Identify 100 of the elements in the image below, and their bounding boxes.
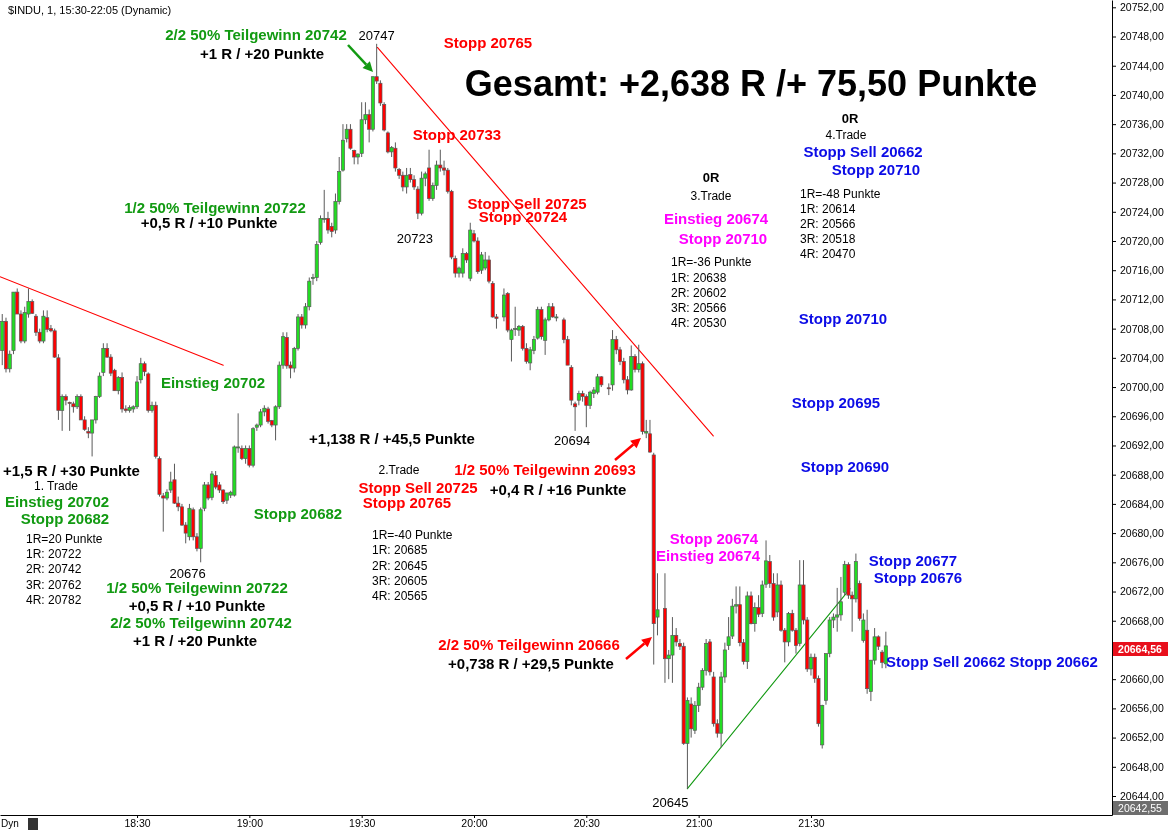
annotation: Stopp Sell 20662 xyxy=(803,142,923,160)
annotation: 1/2 50% Teilgewinn 20722 xyxy=(106,578,288,596)
candlestick xyxy=(584,393,589,428)
annotation: 2R: 20602 xyxy=(671,286,727,300)
y-tick-label: 20656,00 xyxy=(1120,702,1164,715)
annotation: 20645 xyxy=(652,794,689,810)
annotation: Stopp 20690 xyxy=(800,457,890,475)
y-tick-label: 20692,00 xyxy=(1120,439,1164,452)
annotation: 1/2 50% Teilgewinn 20693 xyxy=(454,460,636,478)
annotation: 0R xyxy=(702,169,720,185)
y-tick-label: 20708,00 xyxy=(1120,322,1164,335)
annotation: 3R: 20518 xyxy=(800,232,856,246)
annotation: Stopp Sell 20725 xyxy=(358,478,478,496)
x-tick-label: 21:00 xyxy=(686,817,713,830)
x-tick-label: 20:30 xyxy=(573,817,601,830)
y-tick-label: 20700,00 xyxy=(1120,380,1164,393)
candlestick xyxy=(670,616,675,684)
annotation: 2/2 50% Teilgewinn 20742 xyxy=(165,25,347,43)
text: 20642,55 xyxy=(1118,802,1163,814)
annotation: Stopp 20710 xyxy=(831,160,921,178)
y-tick-label: 20716,00 xyxy=(1120,264,1164,277)
annotation: +1 R / +20 Punkte xyxy=(132,631,258,649)
annotation: 1R=-36 Punkte xyxy=(671,255,752,269)
annotation: Stopp 20677 xyxy=(868,551,958,569)
annotation: 1R=-48 Punkte xyxy=(800,187,881,201)
text: 20664,56 xyxy=(1118,643,1163,655)
annotation: Einstieg 20702 xyxy=(160,373,266,391)
y-tick-label: 20648,00 xyxy=(1120,760,1164,773)
y-tick-label: 20672,00 xyxy=(1120,585,1164,598)
annotation: 2/2 50% Teilgewinn 20666 xyxy=(438,635,620,653)
annotation: 4R: 20530 xyxy=(671,316,727,330)
annotation: Einstieg 20674 xyxy=(655,546,761,564)
annotation: 2.Trade xyxy=(378,463,420,477)
annotation: 2R: 20645 xyxy=(372,559,428,573)
annotation: Stopp 20695 xyxy=(791,393,881,411)
y-tick-label: 20748,00 xyxy=(1120,30,1164,43)
annotation: 4R: 20565 xyxy=(372,589,428,603)
annotation: 4R: 20470 xyxy=(800,247,856,261)
annotation: +0,5 R / +10 Punkte xyxy=(128,596,266,614)
y-tick-label: 20724,00 xyxy=(1120,205,1164,218)
candlestick xyxy=(880,649,885,669)
y-tick-label: 20752,00 xyxy=(1120,1,1164,14)
y-tick-label: 20688,00 xyxy=(1120,468,1164,481)
y-tick-label: 20668,00 xyxy=(1120,614,1164,627)
annotation: 2R: 20742 xyxy=(26,562,82,576)
annotation: 2/2 50% Teilgewinn 20742 xyxy=(110,613,292,631)
y-tick-label: 20728,00 xyxy=(1120,176,1164,189)
annotation: Stopp 20682 xyxy=(253,504,343,522)
annotation: 1R: 20722 xyxy=(26,547,82,561)
x-tick-label: 19:00 xyxy=(236,817,264,830)
candlestick xyxy=(209,470,214,501)
y-tick-label: 20644,00 xyxy=(1120,789,1164,802)
candlestick xyxy=(883,631,888,669)
x-tick-label: 18:30 xyxy=(124,817,151,830)
y-tick-label: 20744,00 xyxy=(1120,59,1164,72)
annotation: Stopp 20674 xyxy=(669,529,759,547)
annotation: 1/2 50% Teilgewinn 20722 xyxy=(124,198,306,216)
annotation: Stopp 20676 xyxy=(873,568,963,586)
annotation: 1. Trade xyxy=(33,479,79,493)
y-tick-label: 20720,00 xyxy=(1120,234,1164,247)
candlestick xyxy=(258,408,263,428)
annotation: Einstieg 20674 xyxy=(663,209,769,227)
annotation: 2R: 20566 xyxy=(800,217,856,231)
annotation: 3R: 20762 xyxy=(26,578,82,592)
y-tick-label: 20736,00 xyxy=(1120,118,1164,131)
text: Gesamt: +2,638 R /+ 75,50 Punkte xyxy=(464,62,1038,104)
y-tick-label: 20676,00 xyxy=(1120,556,1164,569)
annotation: +0,4 R / +16 Punkte xyxy=(489,480,627,498)
y-tick-label: 20712,00 xyxy=(1120,293,1164,306)
y-tick-label: 20684,00 xyxy=(1120,497,1164,510)
x-tick-label: 21:30 xyxy=(798,817,825,830)
annotation: 1R: 20614 xyxy=(800,202,856,216)
annotation: Stopp 20710 xyxy=(678,229,768,247)
y-tick-label: 20680,00 xyxy=(1120,526,1164,539)
annotation: 20676 xyxy=(169,565,206,581)
x-tick-label: 19:30 xyxy=(349,817,376,830)
annotation: 20694 xyxy=(554,432,591,448)
annotation: 1R=-40 Punkte xyxy=(372,528,453,542)
annotation: 20747 xyxy=(358,27,395,43)
annotation: 4.Trade xyxy=(825,128,867,142)
chart-title: $INDU, 1, 15:30-22:05 (Dynamic) xyxy=(8,4,172,16)
annotation: 3R: 20605 xyxy=(372,574,428,588)
annotation: 3R: 20566 xyxy=(671,301,727,315)
annotation: +1,138 R / +45,5 Punkte xyxy=(309,429,475,447)
annotation: 3.Trade xyxy=(690,189,732,203)
annotation: Stopp 20765 xyxy=(443,33,533,51)
annotation: 0R xyxy=(841,110,859,126)
annotation: 1R: 20638 xyxy=(671,271,727,285)
annotation: Einstieg 20702 xyxy=(4,492,110,510)
annotation: 4R: 20782 xyxy=(26,593,82,607)
annotation: Stopp 20682 xyxy=(20,509,110,527)
annotation: +1,5 R / +30 Punkte xyxy=(3,461,140,479)
y-tick-label: 20696,00 xyxy=(1120,410,1164,423)
annotation: Stopp 20733 xyxy=(412,125,502,143)
annotation: Stopp Sell 20662 Stopp 20662 xyxy=(886,652,1098,670)
annotation: 20723 xyxy=(396,230,433,246)
y-tick-label: 20660,00 xyxy=(1120,673,1164,686)
annotation: +0,738 R / +29,5 Punkte xyxy=(448,654,614,672)
annotation: 1R=20 Punkte xyxy=(26,532,103,546)
y-tick-label: 20652,00 xyxy=(1120,731,1164,744)
